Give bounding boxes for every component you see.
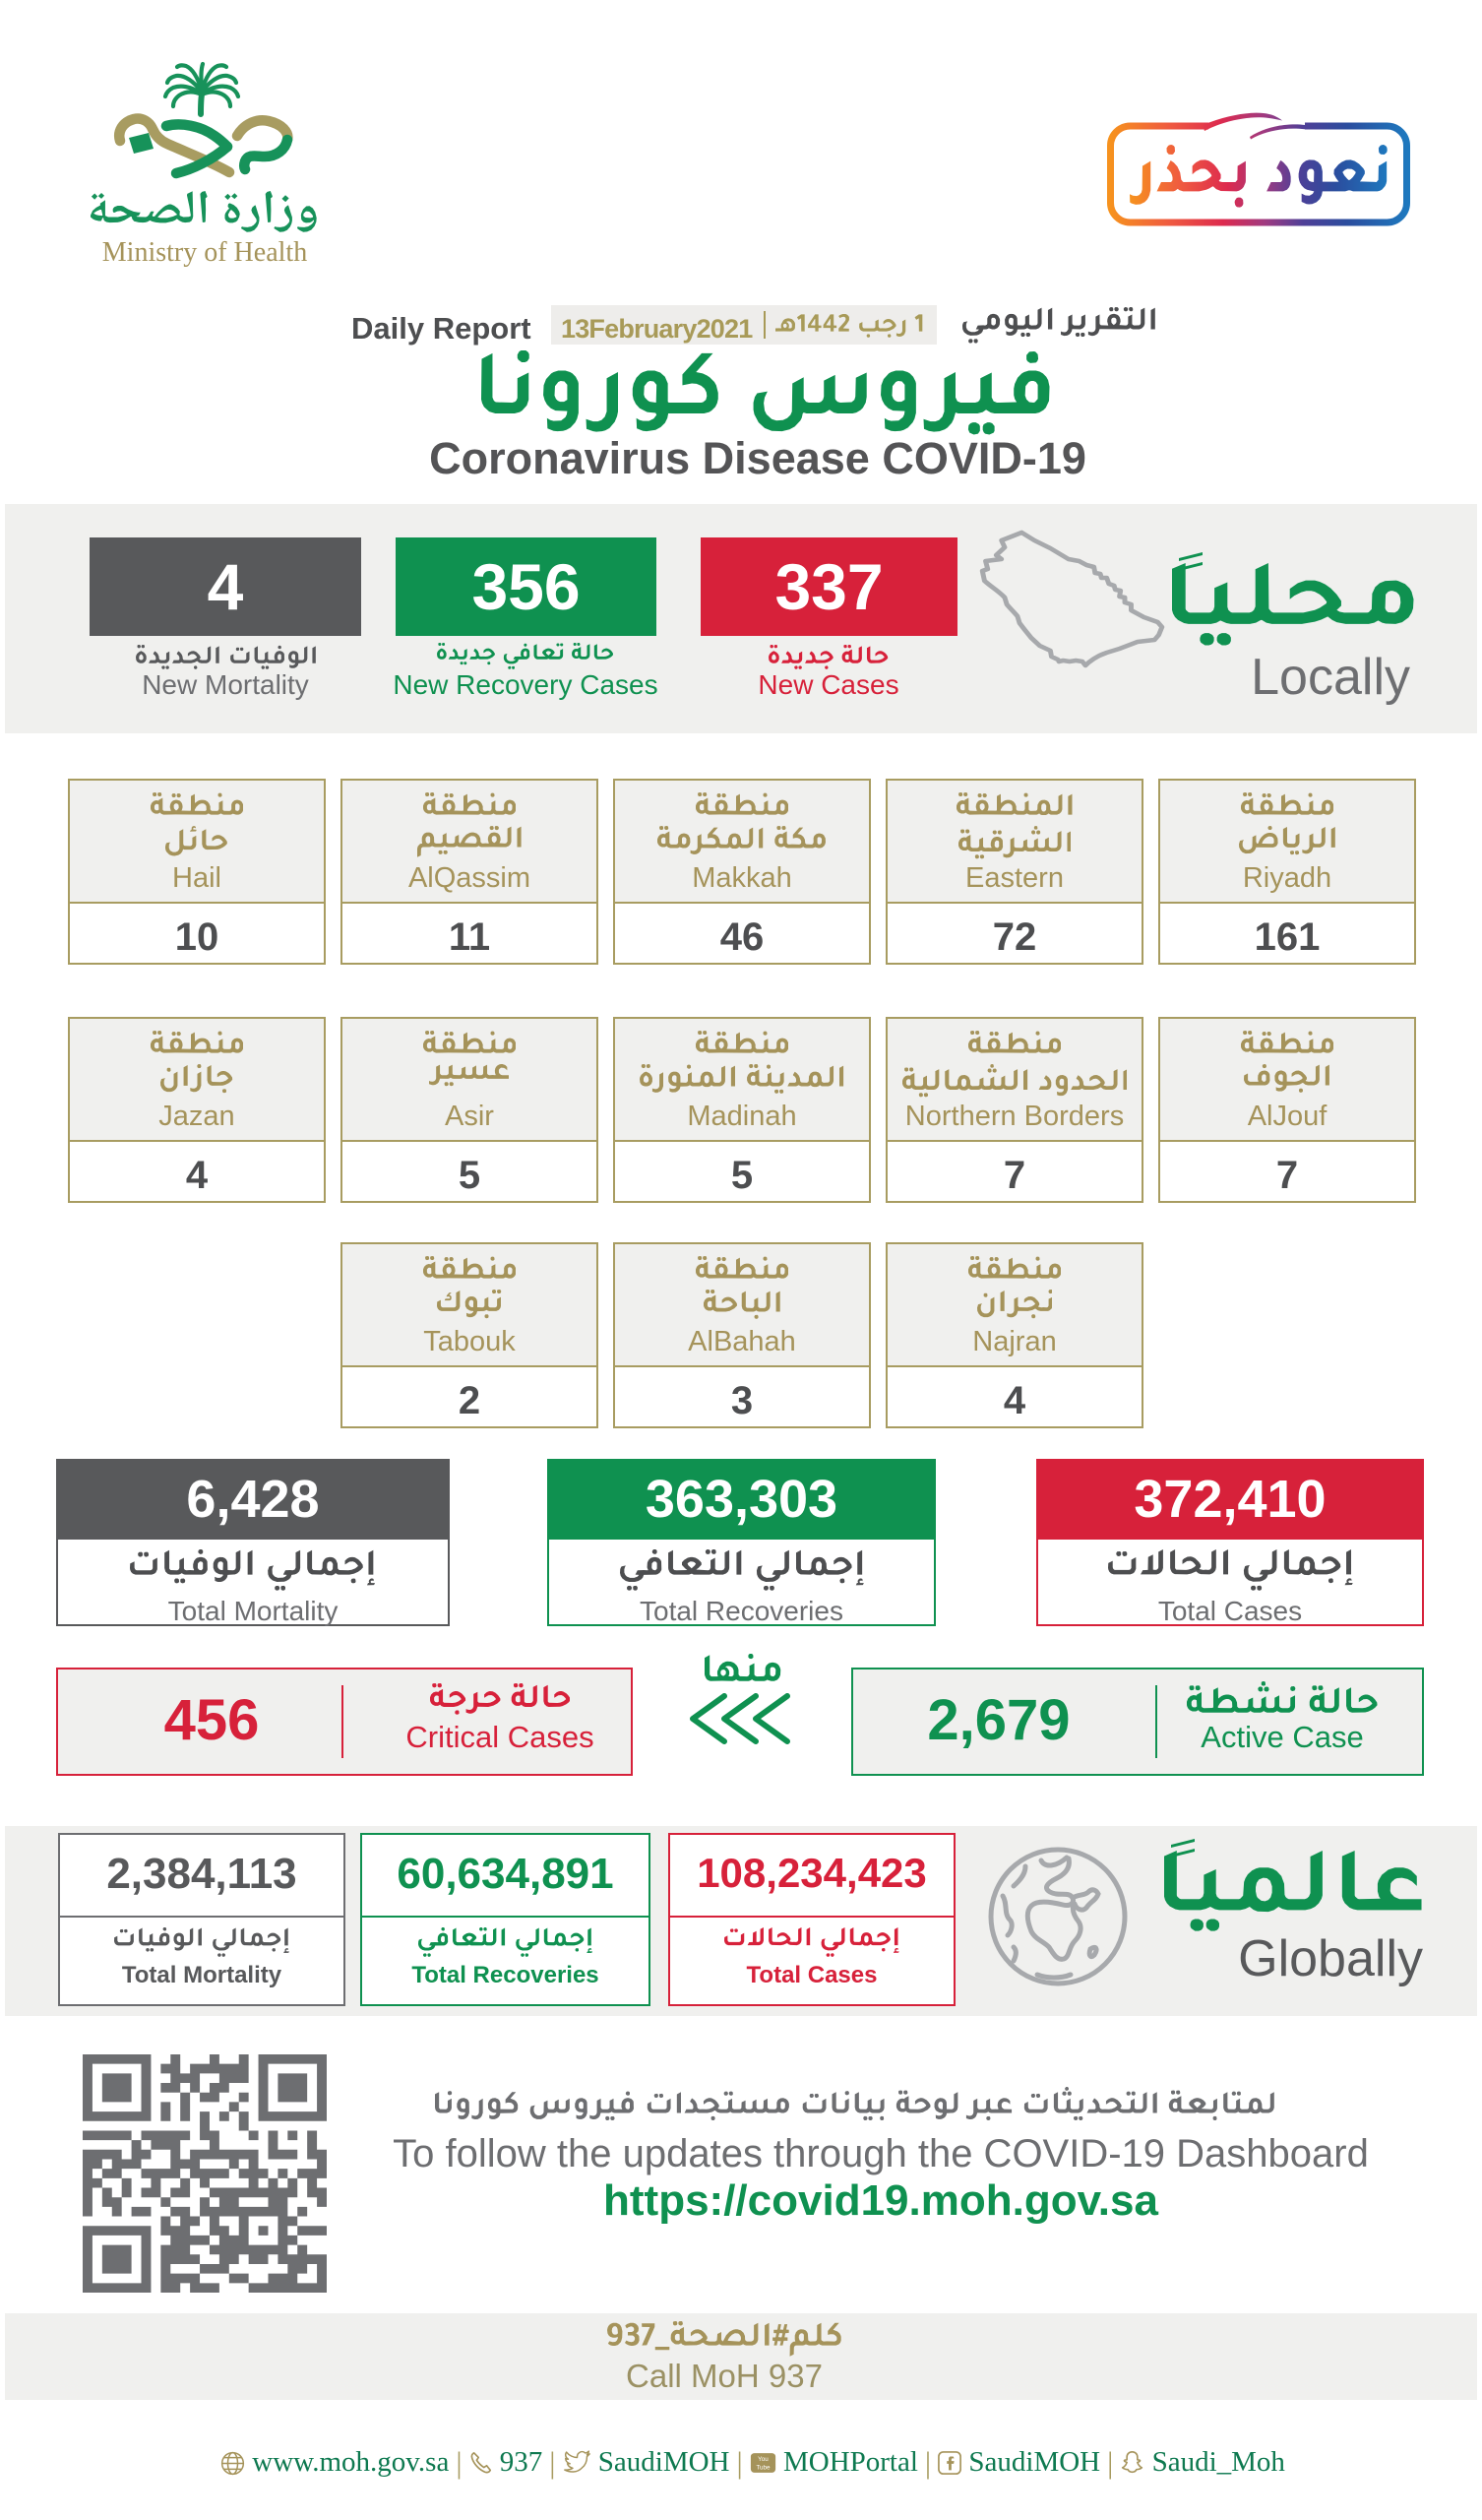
svg-text:Tube: Tube xyxy=(756,2464,771,2471)
svg-text:You: You xyxy=(758,2456,769,2463)
